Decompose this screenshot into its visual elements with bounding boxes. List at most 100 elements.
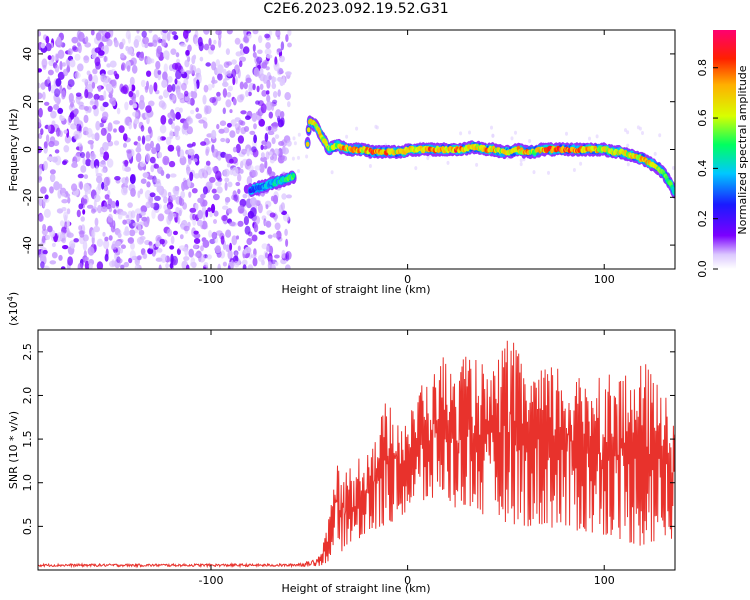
noise-blob	[70, 243, 76, 249]
noise-blob	[102, 151, 110, 161]
noise-blob	[179, 149, 185, 159]
noise-blob	[231, 59, 237, 65]
noise-blob	[119, 247, 124, 254]
noise-blob	[192, 54, 197, 60]
noise-blob	[220, 235, 225, 245]
noise-blob	[80, 165, 87, 173]
noise-blob	[253, 223, 259, 233]
noise-blob	[565, 131, 568, 136]
noise-blob	[217, 73, 223, 81]
noise-blob	[217, 64, 224, 74]
noise-blob	[212, 148, 219, 158]
noise-blob	[216, 91, 221, 97]
noise-blob	[145, 57, 153, 65]
noise-blob	[74, 72, 81, 79]
noise-blob	[282, 213, 290, 222]
noise-blob	[103, 55, 107, 63]
noise-blob	[175, 107, 181, 112]
noise-blob	[235, 181, 241, 187]
noise-blob	[96, 175, 103, 184]
noise-blob	[91, 81, 96, 89]
noise-blob	[297, 132, 301, 137]
noise-blob	[204, 165, 210, 172]
noise-blob	[216, 123, 220, 130]
noise-blob	[250, 207, 257, 217]
noise-blob	[274, 254, 280, 259]
noise-blob	[97, 50, 105, 56]
noise-blob	[285, 251, 290, 262]
noise-blob	[38, 176, 43, 181]
noise-blob	[245, 158, 253, 167]
noise-blob	[128, 257, 133, 264]
noise-blob	[67, 196, 71, 204]
noise-blob	[103, 77, 108, 87]
noise-blob	[374, 124, 378, 129]
noise-blob	[77, 63, 84, 72]
noise-blob	[155, 240, 160, 248]
noise-blob	[131, 64, 138, 74]
noise-blob	[274, 56, 278, 65]
noise-blob	[151, 147, 157, 155]
noise-blob	[42, 198, 46, 208]
noise-blob	[207, 207, 212, 212]
noise-blob	[274, 134, 280, 140]
noise-blob	[135, 89, 140, 98]
noise-blob	[266, 101, 273, 111]
noise-blob	[200, 168, 206, 173]
noise-blob	[198, 119, 205, 124]
noise-blob	[51, 252, 58, 259]
noise-blob	[178, 195, 183, 206]
noise-blob	[156, 45, 162, 55]
noise-blob	[491, 133, 495, 138]
noise-blob	[671, 166, 675, 170]
noise-blob	[572, 168, 576, 172]
noise-blob	[140, 178, 147, 184]
noise-blob	[237, 205, 245, 214]
noise-blob	[67, 116, 72, 126]
noise-blob	[42, 91, 46, 100]
noise-blob	[130, 242, 135, 250]
snr-scale-label: (x104)	[6, 292, 20, 326]
noise-blob	[167, 76, 173, 83]
noise-blob	[139, 161, 146, 168]
noise-blob	[157, 135, 162, 142]
noise-blob	[203, 30, 210, 35]
noise-blob	[194, 82, 198, 93]
noise-blob	[47, 69, 54, 76]
noise-blob	[44, 101, 50, 106]
noise-blob	[66, 65, 71, 70]
snr-y-label: SNR (10 * v/v)	[7, 411, 20, 489]
noise-blob	[202, 186, 208, 195]
noise-blob	[269, 212, 276, 218]
noise-blob	[50, 110, 57, 119]
noise-blob	[38, 107, 43, 118]
noise-blob	[113, 70, 118, 77]
noise-blob	[152, 202, 160, 211]
y-tick-label: 2.0	[21, 387, 34, 405]
snr-frame	[37, 329, 676, 571]
noise-blob	[165, 136, 172, 146]
noise-blob	[182, 202, 188, 210]
noise-blob	[265, 245, 270, 253]
noise-blob	[179, 98, 186, 104]
noise-blob	[102, 111, 109, 120]
noise-blob	[193, 230, 199, 235]
noise-blob	[260, 144, 264, 151]
noise-blob	[161, 39, 167, 47]
noise-blob	[96, 261, 104, 269]
noise-blob	[166, 31, 171, 42]
noise-blob	[38, 167, 43, 176]
noise-blob	[56, 36, 62, 46]
noise-blob	[54, 149, 60, 154]
noise-blob	[61, 199, 68, 204]
noise-blob	[134, 264, 140, 269]
noise-blob	[47, 55, 52, 61]
noise-blob	[192, 142, 196, 147]
noise-blob	[211, 231, 218, 240]
colorbar-tick-label: 0.6	[696, 109, 709, 127]
noise-blob	[141, 30, 147, 38]
noise-blob	[59, 231, 65, 239]
noise-blob	[207, 83, 213, 91]
noise-blob	[84, 89, 89, 99]
noise-blob	[51, 242, 56, 248]
